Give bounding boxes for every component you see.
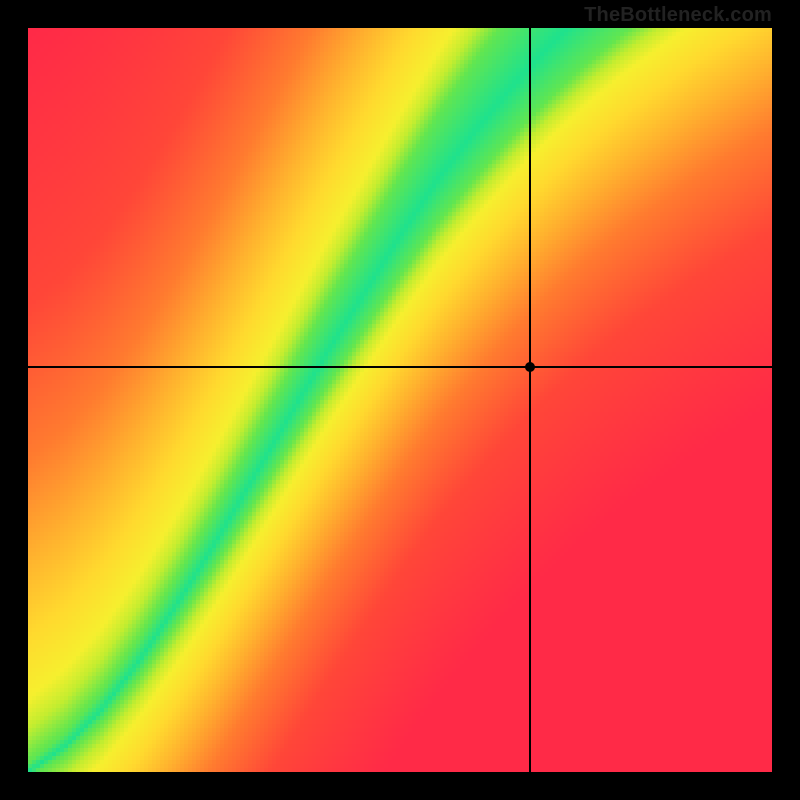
chart-container: TheBottleneck.com	[0, 0, 800, 800]
bottleneck-heatmap	[28, 28, 772, 772]
attribution-text: TheBottleneck.com	[584, 4, 772, 27]
crosshair-vertical	[529, 28, 531, 772]
selection-point	[525, 362, 535, 372]
plot-area	[28, 28, 772, 772]
crosshair-horizontal	[28, 366, 772, 368]
